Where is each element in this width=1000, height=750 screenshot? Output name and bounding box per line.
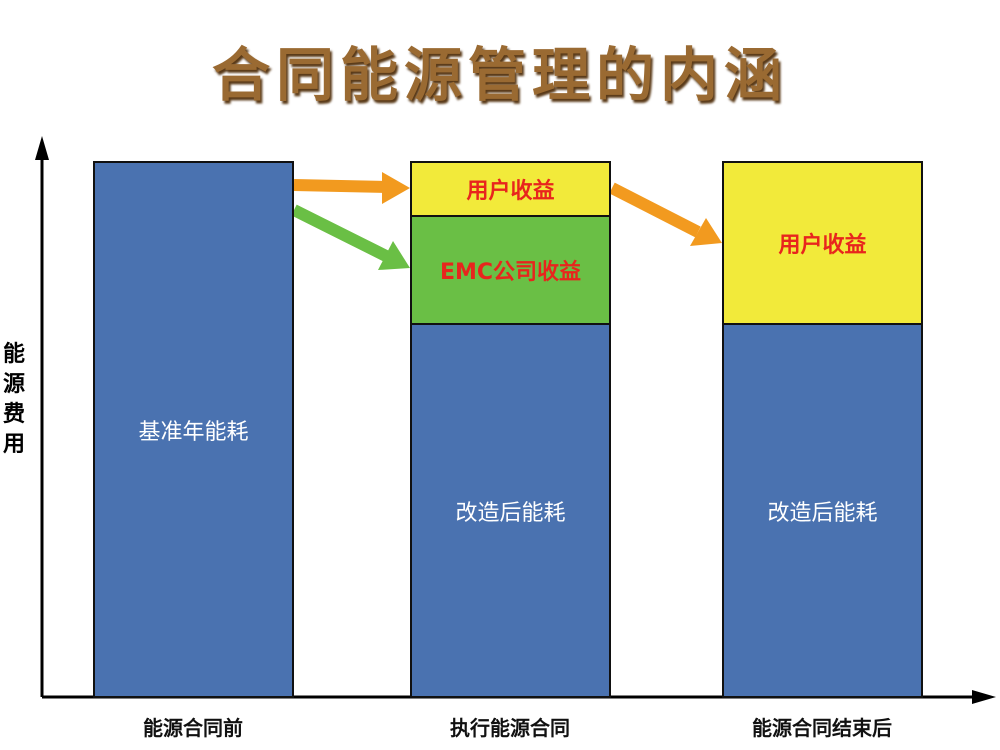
arrow-user-benefit-2	[609, 182, 722, 246]
bar2-post-retrofit-energy: 改造后能耗	[410, 323, 611, 698]
y-axis-arrowhead	[35, 136, 49, 160]
bar2-user-benefit: 用户收益	[410, 161, 611, 217]
diagram-title: 合同能源管理的内涵	[211, 41, 788, 109]
bar3-post-retrofit-energy: 改造后能耗	[722, 323, 923, 698]
bar3-user-benefit: 用户收益	[722, 161, 923, 325]
bar-baseline-energy: 基准年能耗	[93, 161, 294, 698]
segment-label: 改造后能耗	[767, 500, 878, 526]
bar2-emc-benefit: EMC公司收益	[410, 215, 611, 325]
category-label: 能源合同结束后	[752, 716, 892, 740]
y-axis-label: 能源费用	[2, 342, 25, 457]
arrow-emc-benefit	[291, 204, 410, 270]
arrow-user-benefit-1	[293, 172, 410, 204]
x-axis-arrowhead	[972, 690, 996, 704]
segment-label: 用户收益	[778, 233, 867, 258]
segment-label: 改造后能耗	[455, 500, 566, 526]
category-label: 执行能源合同	[450, 716, 570, 740]
segment-label: 用户收益	[466, 179, 555, 204]
segment-label: 基准年能耗	[138, 419, 249, 445]
segment-label: EMC公司收益	[439, 260, 582, 285]
category-label: 能源合同前	[143, 716, 243, 740]
